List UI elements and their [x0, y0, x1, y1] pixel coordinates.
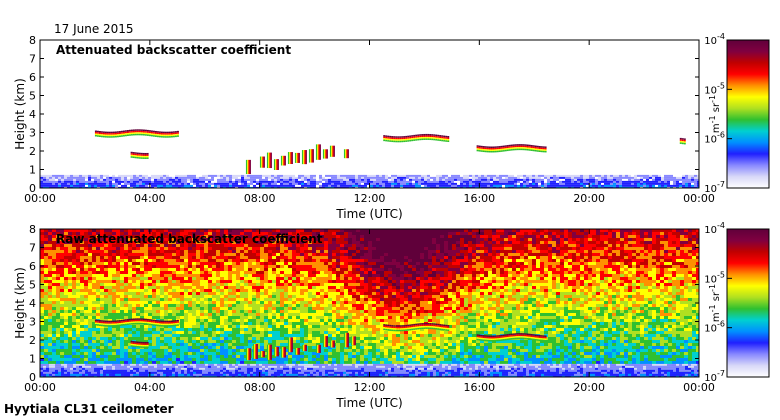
x-tick-label: 16:00 — [463, 381, 495, 394]
figure-date: 17 June 2015 — [54, 22, 134, 36]
y-tick-label: 4 — [29, 108, 36, 121]
y-tick-label: 3 — [29, 316, 36, 329]
y-tick-label: 7 — [29, 242, 36, 255]
feature-cloud-layer — [130, 151, 149, 159]
y-tick-label: 1 — [29, 164, 36, 177]
instrument-name: Hyytiala CL31 ceilometer — [4, 402, 174, 416]
colorbar-tick-label: 10-6 — [704, 320, 725, 335]
x-tick-label: 04:00 — [134, 381, 166, 394]
y-tick-label: 5 — [29, 90, 36, 103]
y-tick-label: 3 — [29, 127, 36, 140]
feature-cloud-layer — [130, 340, 149, 348]
y-tick-label: 0 — [29, 182, 36, 195]
y-tick-label: 5 — [29, 279, 36, 292]
colorbar: 10-4 10-5 10-6 10-7 m-1 sr-1 — [704, 32, 770, 195]
y-axis-label: Height (km) — [13, 78, 27, 149]
colorbar-tick-label: 10-7 — [704, 369, 725, 384]
x-axis-label: Time (UTC) — [335, 207, 402, 221]
x-tick-label: 20:00 — [573, 192, 605, 205]
panel-attenuated-backscatter: 0 1 2 3 4 5 6 7 8 00:00 04:00 08:00 12:00 16:00 20:00 0… — [13, 32, 770, 221]
y-tick-label: 6 — [29, 71, 36, 84]
feature-cloud-layer — [476, 333, 547, 342]
x-tick-label: 00:00 — [683, 192, 715, 205]
colorbar-gradient — [726, 39, 770, 189]
colorbar-gradient — [726, 228, 770, 378]
x-tick-label: 12:00 — [354, 381, 386, 394]
y-tick-label: 8 — [29, 223, 36, 236]
x-tick-label: 08:00 — [244, 381, 276, 394]
feature-cloud-layer — [476, 144, 547, 153]
y-tick-label: 1 — [29, 353, 36, 366]
panel-raw-attenuated-backscatter: 0 1 2 3 4 5 6 7 8 00:00 04:00 08:00 12:00 16:00 20:00 0… — [13, 221, 770, 410]
y-axis-label: Height (km) — [13, 267, 27, 338]
backscatter-field — [40, 229, 699, 377]
x-tick-label: 00:00 — [24, 381, 56, 394]
feature-cloud-layer — [94, 318, 179, 327]
feature-cloud-fragment — [679, 137, 686, 145]
x-axis-label: Time (UTC) — [335, 396, 402, 410]
y-tick-label: 0 — [29, 371, 36, 384]
colorbar-tick-label: 10-6 — [704, 131, 725, 146]
x-tick-label: 16:00 — [463, 192, 495, 205]
y-tick-label: 4 — [29, 297, 36, 310]
y-tick-label: 8 — [29, 34, 36, 47]
colorbar-tick-label: 10-7 — [704, 180, 725, 195]
colorbar-tick-label: 10-4 — [704, 32, 725, 47]
colorbar-tick-label: 10-4 — [704, 221, 725, 236]
feature-cloud-layer — [383, 322, 450, 332]
x-tick-label: 12:00 — [354, 192, 386, 205]
x-tick-label: 00:00 — [683, 381, 715, 394]
colorbar-tick-label: 10-5 — [704, 270, 725, 285]
feature-boundary-layer-aerosol — [40, 363, 699, 377]
feature-cloud-layer — [383, 133, 450, 143]
colorbar-unit: m-1 sr-1 — [708, 284, 722, 322]
x-tick-label: 00:00 — [24, 192, 56, 205]
x-tick-label: 20:00 — [573, 381, 605, 394]
y-tick-label: 2 — [29, 334, 36, 347]
feature-cloud-fragments — [245, 144, 349, 175]
colorbar-unit: m-1 sr-1 — [708, 95, 722, 133]
y-tick-label: 7 — [29, 53, 36, 66]
feature-cloud-layer — [94, 129, 179, 138]
x-tick-label: 04:00 — [134, 192, 166, 205]
y-tick-label: 2 — [29, 145, 36, 158]
y-tick-label: 6 — [29, 260, 36, 273]
feature-boundary-layer-aerosol — [40, 174, 699, 188]
colorbar-tick-label: 10-5 — [704, 81, 725, 96]
x-tick-label: 08:00 — [244, 192, 276, 205]
panel-title: Raw attenuated backscatter coefficient — [56, 232, 323, 246]
panel-title: Attenuated backscatter coefficient — [56, 43, 291, 57]
plot-area — [40, 40, 699, 188]
feature-cloud-fragments — [245, 332, 356, 361]
colorbar: 10-4 10-5 10-6 10-7 m-1 sr-1 — [704, 221, 770, 384]
backscatter-field — [40, 129, 699, 188]
